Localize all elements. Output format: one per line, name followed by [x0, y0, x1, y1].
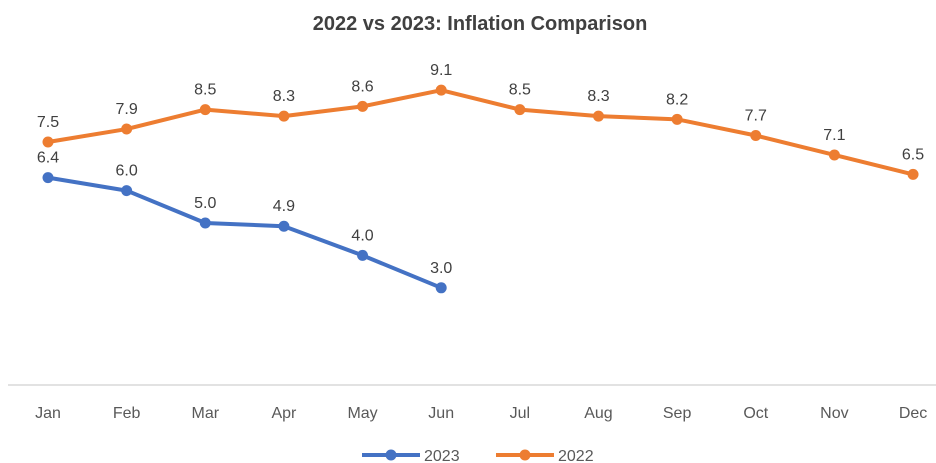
data-point-2022-may: [357, 100, 369, 112]
data-point-2022-feb: [121, 123, 133, 135]
data-label-2022-sep: 8.2: [666, 91, 688, 108]
data-label-2022-dec: 6.5: [902, 146, 924, 163]
chart-title: 2022 vs 2023: Inflation Comparison: [313, 13, 648, 35]
data-point-2022-aug: [592, 110, 604, 122]
legend-item-2023: 2023: [362, 448, 460, 463]
series-layer: [42, 84, 919, 294]
data-point-2022-oct: [750, 130, 762, 142]
data-label-2023-jan: 6.4: [37, 150, 59, 167]
data-point-2023-may: [357, 249, 369, 261]
x-tick-label-jun: Jun: [428, 405, 454, 422]
data-point-2023-feb: [121, 185, 133, 197]
x-tick-label-dec: Dec: [899, 405, 927, 422]
legend-item-2022: 2022: [496, 448, 594, 463]
legend-label-2022: 2022: [558, 448, 594, 463]
data-point-2022-nov: [828, 149, 840, 161]
x-tick-label-aug: Aug: [584, 405, 612, 422]
data-point-2023-apr: [278, 220, 290, 232]
data-point-2022-jun: [435, 84, 447, 96]
data-label-2022-jul: 8.5: [509, 82, 531, 99]
data-point-2022-dec: [907, 168, 919, 180]
data-label-2022-jan: 7.5: [37, 114, 59, 131]
data-label-2022-apr: 8.3: [273, 88, 295, 105]
x-tick-label-jul: Jul: [510, 405, 530, 422]
data-point-2022-jul: [514, 104, 526, 116]
data-label-2022-feb: 7.9: [116, 101, 138, 118]
x-tick-label-nov: Nov: [820, 405, 848, 422]
data-point-2023-jan: [42, 172, 54, 184]
data-label-2022-nov: 7.1: [823, 127, 845, 144]
data-label-2022-oct: 7.7: [745, 108, 767, 125]
x-tick-label-oct: Oct: [743, 405, 768, 422]
data-point-2023-jun: [435, 282, 447, 294]
data-point-2022-jan: [42, 136, 54, 148]
data-label-2023-feb: 6.0: [116, 163, 138, 180]
data-label-2022-mar: 8.5: [194, 82, 216, 99]
data-label-2023-apr: 4.9: [273, 198, 295, 215]
data-label-2022-aug: 8.3: [587, 88, 609, 105]
data-point-2023-mar: [199, 217, 211, 229]
data-point-2022-sep: [671, 113, 683, 125]
data-label-2023-jun: 3.0: [430, 260, 452, 277]
data-labels-layer: 7.5 7.9 8.5 8.3 8.6 9.1 8.5 8.3 8.2 7.7 7.1 6.5 6.4 6…: [37, 62, 924, 277]
legend-marker-2023: [385, 449, 397, 461]
data-label-2022-jun: 9.1: [430, 62, 452, 79]
data-point-2022-mar: [199, 104, 211, 116]
data-point-2022-apr: [278, 110, 290, 122]
legend-label-2023: 2023: [424, 448, 460, 463]
x-axis-ticks: Jan Feb Mar Apr May Jun Jul Aug Sep Oct Nov Dec: [35, 405, 927, 422]
data-label-2023-mar: 5.0: [194, 195, 216, 212]
data-label-2022-may: 8.6: [351, 78, 373, 95]
legend: 2023 2022: [362, 448, 594, 463]
x-tick-label-may: May: [347, 405, 377, 422]
x-tick-label-sep: Sep: [663, 405, 692, 422]
x-tick-label-apr: Apr: [271, 405, 297, 422]
x-tick-label-mar: Mar: [191, 405, 219, 422]
x-tick-label-jan: Jan: [35, 405, 61, 422]
series-line-2023: [46, 175, 444, 290]
x-tick-label-feb: Feb: [113, 405, 141, 422]
data-label-2023-may: 4.0: [351, 227, 373, 244]
legend-marker-2022: [519, 449, 531, 461]
series-line-2022: [46, 88, 916, 177]
